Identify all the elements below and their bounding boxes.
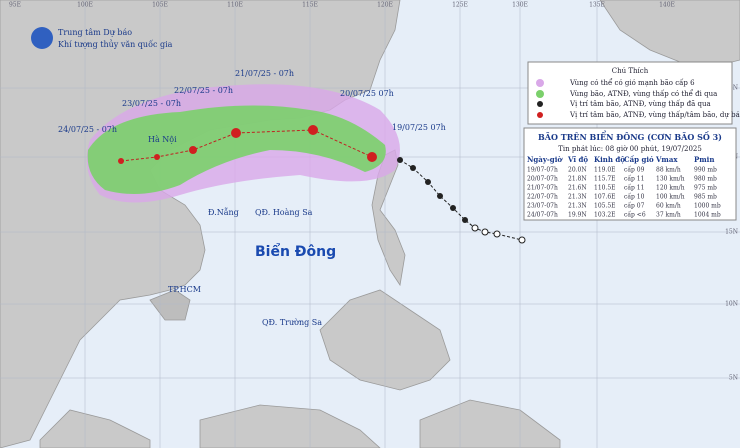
table-cell: 975 mb xyxy=(694,185,717,192)
table-cell: 21.8N xyxy=(568,176,587,183)
lon-label: 130E xyxy=(512,2,528,9)
table-cell: 21.3N xyxy=(568,203,587,210)
table-cell: cấp 11 xyxy=(624,176,644,183)
lat-label: 5N xyxy=(729,375,738,382)
table-cell: 21.6N xyxy=(568,185,587,192)
table-header: Kinh độ xyxy=(594,155,625,164)
table-cell: cấp 10 xyxy=(624,194,645,201)
place: Đ.Nẵng xyxy=(208,208,239,217)
table-cell: 1000 mb xyxy=(694,203,721,210)
table-cell: 20/07-07h xyxy=(527,176,558,183)
table-header: Vĩ độ xyxy=(567,155,588,164)
table-cell: 105.5E xyxy=(594,203,616,210)
table-cell: 20.0N xyxy=(568,167,587,174)
place: Hà Nội xyxy=(148,135,177,144)
table-cell: 21/07-07h xyxy=(527,185,558,192)
lon-label: 120E xyxy=(377,2,393,9)
table-cell: 115.7E xyxy=(594,176,616,183)
table-cell: cấp <6 xyxy=(624,212,646,219)
table-title: BÃO TRÊN BIỂN ĐÔNG (CƠN BÃO SỐ 3) xyxy=(538,131,722,142)
table-cell: 19/07-07h xyxy=(527,167,558,174)
past-track xyxy=(397,157,526,244)
sea-name: Biển Đông xyxy=(255,243,336,260)
lat-label: 15N xyxy=(725,229,738,236)
table-cell: cấp 07 xyxy=(624,203,645,210)
table-cell: 985 mb xyxy=(694,194,717,201)
table-header: Pmin xyxy=(694,155,714,164)
table-issued: Tin phát lúc: 08 giờ 00 phút, 19/07/2025 xyxy=(558,145,702,153)
table-header: Vmax xyxy=(655,155,678,164)
table-cell: 130 km/h xyxy=(656,176,685,183)
legend-item: Vùng có thể có gió mạnh bão cấp 6 xyxy=(569,78,695,87)
legend-title: Chú Thích xyxy=(612,67,649,75)
legend-item: Vị trí tâm bão, ATNĐ, vùng thấp/tâm bão,… xyxy=(569,110,740,119)
track-label: 22/07/25 - 07h xyxy=(174,86,233,95)
table-cell: 100 km/h xyxy=(656,194,685,201)
table-cell: 22/07-07h xyxy=(527,194,558,201)
legend-item: Vùng bão, ATNĐ, vùng thấp có thể đi qua xyxy=(569,89,717,98)
lat-label: 10N xyxy=(725,301,738,308)
legend-item: Vị trí tâm bão, ATNĐ, vùng thấp đã qua xyxy=(569,99,711,108)
table-cell: 88 km/h xyxy=(656,167,681,174)
table-cell: 120 km/h xyxy=(656,185,685,192)
table-cell: 110.5E xyxy=(594,185,616,192)
lon-label: 100E xyxy=(77,2,93,9)
table-cell: 103.2E xyxy=(594,212,616,219)
place: TP.HCM xyxy=(168,285,201,294)
table-cell: 19.9N xyxy=(568,212,587,219)
table-cell: 107.6E xyxy=(594,194,616,201)
legend: Chú Thích Vùng có thể có gió mạnh bão cấ… xyxy=(527,61,740,125)
table-cell: 37 km/h xyxy=(656,212,681,219)
table-cell: 60 km/h xyxy=(656,203,681,210)
table-header: Cấp gió xyxy=(624,155,654,164)
track-label: 24/07/25 - 07h xyxy=(58,125,117,134)
lon-label: 140E xyxy=(659,2,675,9)
lon-label: 115E xyxy=(302,2,318,9)
lon-label: 95E xyxy=(9,2,21,9)
agency-sub: Khí tượng thủy văn quốc gia xyxy=(58,40,173,49)
place: QĐ. Trường Sa xyxy=(262,318,322,327)
lon-label: 110E xyxy=(227,2,243,9)
table-cell: cấp 09 xyxy=(624,167,645,174)
track-label: 20/07/25 07h xyxy=(340,89,394,98)
table-cell: 21.3N xyxy=(568,194,587,201)
track-label: 21/07/25 - 07h xyxy=(235,69,294,78)
table-cell: 1004 mb xyxy=(694,212,721,219)
table-cell: 119.0E xyxy=(594,167,616,174)
table-cell: 24/07-07h xyxy=(527,212,558,219)
track-label: 19/07/25 07h xyxy=(392,123,446,132)
table-cell: 23/07-07h xyxy=(527,203,558,210)
lon-label: 105E xyxy=(152,2,168,9)
table-cell: cấp 11 xyxy=(624,185,644,192)
forecast-table: BÃO TRÊN BIỂN ĐÔNG (CƠN BÃO SỐ 3) Tin ph… xyxy=(523,127,737,221)
table-header: Ngày-giờ xyxy=(527,155,563,164)
track-label: 23/07/25 - 07h xyxy=(122,99,181,108)
lon-label: 125E xyxy=(452,2,468,9)
logo xyxy=(31,27,53,49)
agency: Trung tâm Dự báo xyxy=(58,28,132,37)
place: QĐ. Hoàng Sa xyxy=(255,208,313,217)
lon-label: 135E xyxy=(589,2,605,9)
forecast-track xyxy=(118,125,377,164)
table-cell: 980 mb xyxy=(694,176,717,183)
table-cell: 990 mb xyxy=(694,167,717,174)
